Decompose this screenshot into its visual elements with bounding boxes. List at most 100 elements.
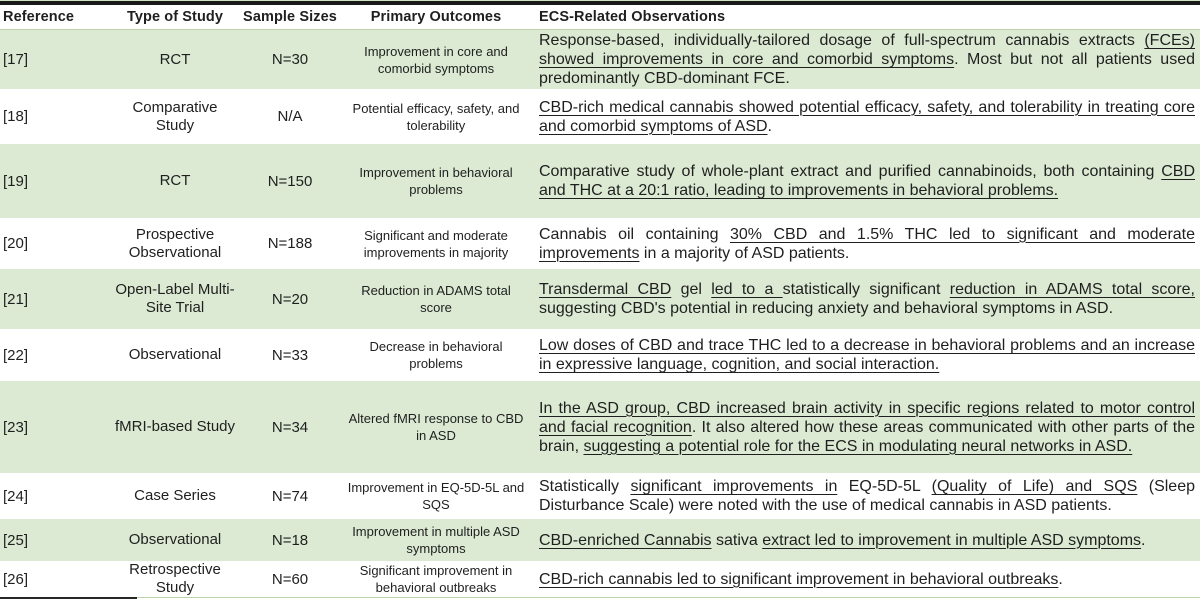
- observation-cell: Comparative study of whole-plant extract…: [532, 144, 1200, 218]
- study-type-cell: Comparative Study: [132, 98, 218, 134]
- table-row: [22] Observational N=33 Decrease in beha…: [0, 329, 1200, 381]
- observation-cell: Cannabis oil containing 30% CBD and 1.5%…: [532, 218, 1200, 269]
- table-row: [20] Prospective Observational N=188 Sig…: [0, 218, 1200, 269]
- observation-segment: .: [767, 117, 772, 135]
- sample-size-cell: N=30: [271, 51, 309, 68]
- primary-outcome-cell: Improvement in core and comorbid symptom…: [364, 43, 508, 76]
- primary-outcome-cell: Significant and moderate improvements in…: [363, 227, 509, 260]
- column-header-type-of-study: Type of Study: [110, 3, 240, 30]
- observation-segment: Response-based, individually-tailored do…: [539, 32, 1145, 49]
- observation-underlined-segment: 30% CBD and 1.5% THC led to significant …: [539, 225, 1196, 262]
- reference-cell: [22]: [3, 346, 29, 364]
- observation-segment: Statistically: [539, 478, 631, 495]
- observation-underlined-segment: suggesting a potential role for the ECS …: [583, 437, 1133, 455]
- column-header-ecs-observations: ECS-Related Observations: [532, 3, 1200, 30]
- observation-underlined-segment: CBD-rich cannabis led to significant imp…: [539, 570, 1059, 588]
- observation-segment: sativa: [711, 531, 763, 549]
- study-type-cell: Case Series: [134, 487, 216, 504]
- primary-outcome-cell: Decrease in behavioral problems: [369, 339, 503, 371]
- observation-segment: EQ-5D-5L: [837, 478, 932, 495]
- reference-cell: [18]: [3, 108, 29, 125]
- study-type-cell: Retrospective Study: [129, 561, 221, 596]
- table-row: [17] RCT N=30 Improvement in core and co…: [0, 29, 1200, 90]
- observation-segment: in a majority of ASD patients.: [639, 244, 850, 262]
- observation-segment: Cannabis oil containing: [539, 225, 730, 243]
- study-type-cell: Prospective Observational: [128, 225, 222, 261]
- observation-segment: Comparative study of whole-plant extract…: [539, 163, 1162, 180]
- sample-size-cell: N=33: [271, 346, 309, 364]
- observation-cell: In the ASD group, CBD increased brain ac…: [532, 381, 1200, 473]
- study-type-cell: Observational: [128, 346, 222, 363]
- table-row: [19] RCT N=150 Improvement in behavioral…: [0, 144, 1200, 218]
- study-type-cell: RCT: [159, 50, 191, 68]
- reference-cell: [17]: [3, 51, 29, 68]
- observation-underlined-segment: extract led to improvement in multiple A…: [762, 531, 1142, 549]
- reference-cell: [26]: [3, 570, 29, 588]
- reference-cell: [21]: [3, 290, 29, 308]
- observation-segment: .: [1141, 531, 1146, 549]
- primary-outcome-cell: Altered fMRI response to CBD in ASD: [348, 411, 524, 443]
- observation-underlined-segment: reduction in ADAMS total score,: [949, 281, 1195, 298]
- observation-cell: CBD-rich cannabis led to significant imp…: [532, 561, 1200, 598]
- observation-cell: Transdermal CBD gel led to a statistical…: [532, 269, 1200, 329]
- primary-outcome-cell: Potential efficacy, safety, and tolerabi…: [352, 100, 520, 133]
- observation-segment: . Most but not all patients used predomi…: [539, 51, 1195, 87]
- observation-cell: CBD-enriched Cannabis sativa extract led…: [532, 519, 1200, 561]
- table-row: [25] Observational N=18 Improvement in m…: [0, 519, 1200, 561]
- table-body: [17] RCT N=30 Improvement in core and co…: [0, 29, 1200, 598]
- column-header-reference: Reference: [0, 3, 110, 30]
- observation-segment: suggesting CBD's potential in reducing a…: [539, 300, 1114, 317]
- primary-outcome-cell: Improvement in EQ-5D-5L and SQS: [347, 480, 525, 512]
- sample-size-cell: N=60: [271, 570, 309, 588]
- sample-size-cell: N=20: [271, 290, 309, 308]
- observation-cell: Response-based, individually-tailored do…: [532, 30, 1200, 90]
- table-bottom-rule: [0, 597, 137, 599]
- observation-segment: (Sleep Disturbance Scale) were noted wit…: [539, 478, 1196, 514]
- sample-size-cell: N=18: [271, 531, 309, 549]
- observation-cell: CBD-rich medical cannabis showed potenti…: [532, 89, 1200, 144]
- observation-segment: .: [1058, 570, 1063, 588]
- table-header: Reference Type of Study Sample Sizes Pri…: [0, 3, 1200, 30]
- observation-cell: Statistically significant improvements i…: [532, 473, 1200, 519]
- observation-underlined-segment: CBD-rich medical cannabis showed potenti…: [539, 98, 1195, 135]
- observation-underlined-segment: (FCEs) showed improvements in core and c…: [539, 32, 1195, 68]
- table-row: [26] Retrospective Study N=60 Significan…: [0, 561, 1200, 598]
- table-row: [24] Case Series N=74 Improvement in EQ-…: [0, 473, 1200, 519]
- sample-size-cell: N/A: [277, 108, 303, 125]
- observation-segment: statistically significant: [782, 281, 950, 298]
- primary-outcome-cell: Improvement in behavioral problems: [359, 165, 513, 197]
- primary-outcome-cell: Significant improvement in behavioral ou…: [359, 563, 513, 595]
- primary-outcome-cell: Reduction in ADAMS total score: [361, 283, 511, 315]
- observation-underlined-segment: CBD-enriched Cannabis: [539, 531, 712, 549]
- table-row: [23] fMRI-based Study N=34 Altered fMRI …: [0, 381, 1200, 473]
- table-row: [21] Open-Label Multi-Site Trial N=20 Re…: [0, 269, 1200, 329]
- observation-segment: gel: [671, 281, 712, 298]
- column-header-sample-sizes: Sample Sizes: [240, 3, 340, 30]
- observation-underlined-segment: (Quality of Life) and SQS: [931, 478, 1138, 495]
- sample-size-cell: N=150: [267, 172, 313, 190]
- study-type-cell: fMRI-based Study: [114, 418, 236, 435]
- primary-outcome-cell: Improvement in multiple ASD symptoms: [352, 524, 520, 556]
- header-row: Reference Type of Study Sample Sizes Pri…: [0, 3, 1200, 30]
- study-type-cell: Observational: [128, 531, 222, 548]
- observation-segment: . It also altered how these areas commun…: [539, 418, 1195, 455]
- sample-size-cell: N=74: [271, 487, 309, 505]
- observation-cell: Low doses of CBD and trace THC led to a …: [532, 329, 1200, 381]
- observation-underlined-segment: Transdermal CBD: [539, 281, 672, 298]
- reference-cell: [24]: [3, 487, 29, 505]
- observation-underlined-segment: In the ASD group, CBD increased brain ac…: [539, 399, 1195, 436]
- table-row: [18] Comparative Study N/A Potential eff…: [0, 89, 1200, 144]
- study-type-cell: Open-Label Multi-Site Trial: [115, 281, 235, 316]
- sample-size-cell: N=188: [267, 235, 313, 252]
- observation-underlined-segment: significant improvements in: [630, 478, 838, 495]
- reference-cell: [19]: [3, 172, 29, 190]
- observation-underlined-segment: Low doses of CBD and trace THC led to a …: [539, 337, 1195, 373]
- reference-cell: [20]: [3, 235, 29, 252]
- column-header-primary-outcomes: Primary Outcomes: [340, 3, 532, 30]
- study-type-cell: RCT: [159, 172, 191, 189]
- reference-cell: [25]: [3, 531, 29, 549]
- sample-size-cell: N=34: [271, 418, 309, 436]
